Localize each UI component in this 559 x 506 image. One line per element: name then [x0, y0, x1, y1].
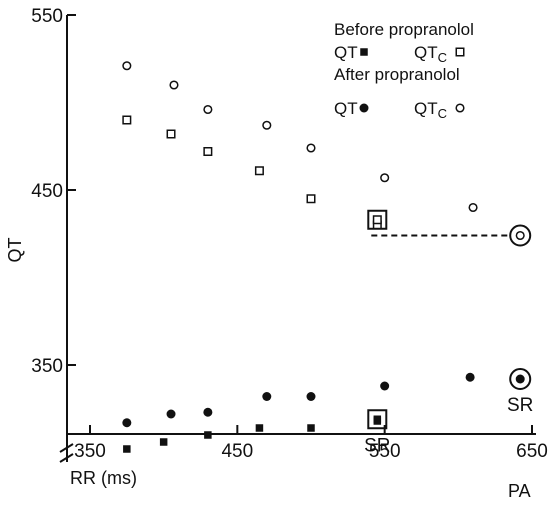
axis-break-mark — [59, 453, 74, 463]
x-tick-label: 350 — [74, 441, 106, 462]
data-points — [122, 61, 478, 453]
y-tick-label: 350 — [31, 356, 63, 377]
legend-qtc-after-label: QTC — [414, 99, 447, 121]
qtc-before-point — [254, 166, 264, 176]
qt-after-point — [166, 409, 176, 419]
sr-label: SR — [507, 395, 533, 416]
qtc-after-point — [380, 173, 390, 183]
qtc-after-point — [468, 202, 478, 213]
legend-qt-after-label: QT — [334, 99, 358, 118]
axis-break-mark — [59, 443, 74, 453]
qtc-after-point-legend — [455, 103, 465, 113]
sr-label: SR — [364, 435, 390, 456]
corner-label: PA — [508, 481, 531, 501]
x-tick-label: 650 — [516, 441, 548, 462]
qtc-after-point — [122, 61, 132, 71]
qt-after-point — [203, 407, 213, 417]
qt-before-point — [123, 445, 131, 453]
qt-before-point — [204, 431, 212, 439]
qt-after-point-highlighted — [515, 374, 525, 384]
qtc-before-point — [203, 147, 213, 156]
x-tick-label: 550 — [369, 441, 401, 462]
qt-before-point — [307, 424, 315, 432]
highlight-frame-square — [367, 209, 388, 230]
y-tick-label: 450 — [31, 181, 63, 202]
qtc-before-point — [166, 129, 176, 139]
y-axis-title: QT — [5, 237, 25, 262]
highlight-frame-square — [367, 409, 388, 430]
highlight-frame-circle — [509, 368, 532, 390]
qtc-before-point-legend — [455, 47, 465, 57]
x-axis-title: RR (ms) — [70, 468, 137, 488]
qt-after-point-legend — [359, 103, 369, 113]
y-tick-label: 550 — [31, 6, 63, 27]
legend-before-title: Before propranolol — [334, 20, 474, 39]
qtc-after-point — [203, 104, 213, 115]
qtc-after-point — [306, 143, 316, 153]
qtc-after-point-highlighted — [515, 230, 525, 241]
qt-before-point — [159, 438, 168, 446]
qt-after-point — [465, 372, 475, 382]
qt-after-point — [262, 392, 272, 401]
qtc-before-point — [122, 115, 132, 125]
legend-qtc-before-label: QTC — [414, 43, 447, 65]
qtc-after-point — [169, 80, 179, 90]
highlight-frame-circle — [509, 224, 532, 247]
qtc-before-point-highlighted — [372, 215, 382, 225]
highlighted-points: SR SR — [364, 209, 533, 456]
qt-before-point — [255, 424, 264, 432]
legend-qt-before-label: QT — [334, 43, 358, 62]
qtc-before-point — [306, 194, 316, 204]
qt-after-point — [122, 418, 132, 428]
qt-before-point-legend — [360, 48, 368, 56]
qt-before-point-highlighted — [373, 415, 382, 423]
axes: 350 450 550 350 450 550 650 RR (ms) QT PA — [5, 6, 548, 501]
qtc-after-point — [262, 120, 272, 130]
x-tick-label: 450 — [221, 441, 253, 462]
qt-after-point — [306, 392, 316, 401]
qt-after-point — [380, 381, 390, 391]
legend-after-title: After propranolol — [334, 65, 460, 84]
